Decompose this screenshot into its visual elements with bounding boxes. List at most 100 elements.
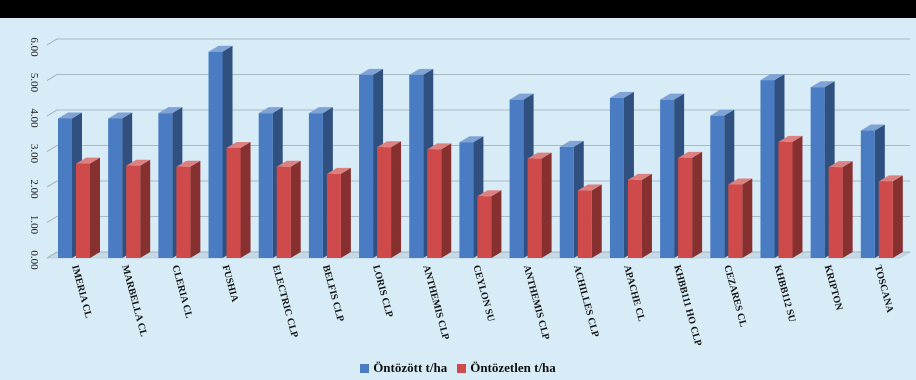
bar-irrigated	[660, 99, 675, 258]
bar-irrigated	[609, 97, 624, 259]
bar-non-irrigated-top	[878, 175, 903, 182]
x-tick-label: ANTHEMIS CLP	[420, 264, 451, 341]
bar-irrigated	[760, 80, 775, 259]
y-tick-label: 2.00	[28, 179, 40, 199]
bar-non-irrigated-side	[692, 151, 703, 258]
x-tick-label: ANTHEMIS CLP	[521, 264, 552, 341]
x-tick-label: TOSCANA	[872, 264, 895, 315]
bar-irrigated-top	[108, 112, 133, 119]
bar-non-irrigated-top	[326, 167, 351, 174]
legend-item-irrigated: Öntözött t/ha	[360, 360, 447, 376]
x-tick-label: CLERIA CL	[169, 264, 194, 320]
bar-irrigated	[308, 113, 323, 258]
bar-irrigated-top	[860, 124, 885, 131]
x-tick-label: CEZARES CL	[721, 264, 748, 329]
y-tick-label: 3.00	[28, 144, 40, 164]
bar-irrigated	[810, 87, 825, 259]
bar-non-irrigated-top	[778, 135, 803, 142]
bar-non-irrigated	[226, 147, 241, 258]
bar-irrigated	[710, 115, 725, 259]
bar-non-irrigated	[377, 147, 392, 258]
x-tick-label: KHBB112 SU	[772, 264, 798, 323]
bar-irrigated-top	[409, 68, 434, 75]
legend-label-irrigated: Öntözött t/ha	[373, 360, 448, 375]
bar-non-irrigated	[176, 166, 191, 258]
bar-irrigated-top	[308, 107, 333, 114]
bar-non-irrigated-side	[842, 161, 853, 258]
bar-irrigated	[509, 99, 524, 258]
bar-non-irrigated-top	[276, 160, 301, 167]
bar-non-irrigated	[627, 179, 642, 258]
bar-non-irrigated-side	[140, 159, 151, 258]
bar-non-irrigated	[778, 141, 793, 258]
bar-irrigated-top	[559, 140, 584, 147]
bar-non-irrigated-side	[190, 160, 201, 258]
y-tick-label: 6.00	[28, 37, 40, 57]
x-tick-label: BELFIS CLP	[320, 264, 346, 323]
legend-item-non-irrigated: Öntözetlen t/ha	[457, 360, 556, 376]
bar-irrigated-top	[710, 109, 735, 116]
bar-irrigated	[108, 118, 123, 258]
bar-irrigated-top	[208, 45, 233, 52]
bar-non-irrigated-side	[541, 152, 552, 258]
gridline-depth	[46, 180, 58, 188]
gridline-depth	[46, 251, 58, 259]
bar-non-irrigated	[276, 166, 291, 258]
x-tick-label: FUSHIA	[220, 264, 241, 304]
bar-non-irrigated	[76, 163, 90, 258]
bar-irrigated	[208, 51, 223, 259]
y-tick-label: 4.00	[28, 108, 40, 128]
x-tick-label: ACHILLES CLP	[571, 264, 601, 339]
bar-irrigated-top	[158, 107, 183, 114]
bar-non-irrigated-top	[477, 190, 502, 197]
bar-non-irrigated-side	[290, 160, 301, 258]
bar-non-irrigated	[678, 157, 693, 258]
bar-irrigated-top	[810, 81, 835, 88]
y-tick-label: 1.00	[28, 215, 40, 235]
x-tick-label: CEYLON SU	[471, 264, 497, 323]
legend: Öntözött t/ha Öntözetlen t/ha	[0, 359, 916, 377]
bar-non-irrigated-top	[577, 184, 602, 191]
y-tick-label: 0.00	[28, 250, 40, 270]
bar-non-irrigated-side	[742, 178, 753, 258]
bar-non-irrigated-side	[340, 167, 351, 258]
bar-non-irrigated-top	[627, 173, 652, 180]
x-tick-label: APACHE CL	[621, 264, 647, 323]
bar-irrigated	[58, 118, 72, 258]
bar-non-irrigated-side	[641, 173, 652, 258]
bar-irrigated-top	[258, 107, 283, 114]
bar-non-irrigated	[326, 173, 341, 258]
x-tick-label: KHBB111 HO CLP	[671, 264, 703, 347]
bar-non-irrigated	[878, 181, 893, 258]
bar-irrigated-top	[359, 68, 384, 75]
gridline-depth	[46, 38, 58, 46]
bar-non-irrigated	[527, 158, 542, 258]
bar-irrigated-top	[509, 93, 534, 100]
bar-irrigated-top	[760, 74, 785, 81]
gridline-depth	[46, 109, 58, 117]
bar-non-irrigated-top	[678, 151, 703, 158]
bar-irrigated-top	[58, 112, 82, 119]
bar-non-irrigated-top	[527, 152, 552, 159]
bar-irrigated	[860, 130, 875, 258]
x-tick-label: LORIS CLP	[370, 264, 395, 319]
bar-non-irrigated-top	[176, 160, 201, 167]
title-bar	[0, 0, 916, 18]
bar-non-irrigated-side	[90, 157, 100, 258]
x-tick-label: KRIPTON	[822, 264, 845, 313]
bar-non-irrigated-side	[491, 190, 502, 258]
bar-non-irrigated-side	[441, 143, 452, 258]
bar-irrigated-top	[660, 93, 685, 100]
x-tick-label: IMERIA CL	[69, 264, 94, 319]
bar-non-irrigated	[477, 196, 492, 258]
bar-non-irrigated-top	[76, 157, 100, 164]
bar-non-irrigated	[427, 149, 442, 258]
bar-non-irrigated	[126, 165, 141, 258]
bar-non-irrigated-top	[377, 141, 402, 148]
bar-non-irrigated-side	[892, 175, 903, 258]
y-tick-label: 5.00	[28, 73, 40, 93]
bar-non-irrigated-top	[728, 178, 753, 185]
bar-irrigated	[359, 74, 374, 258]
bar-irrigated-top	[459, 136, 484, 143]
